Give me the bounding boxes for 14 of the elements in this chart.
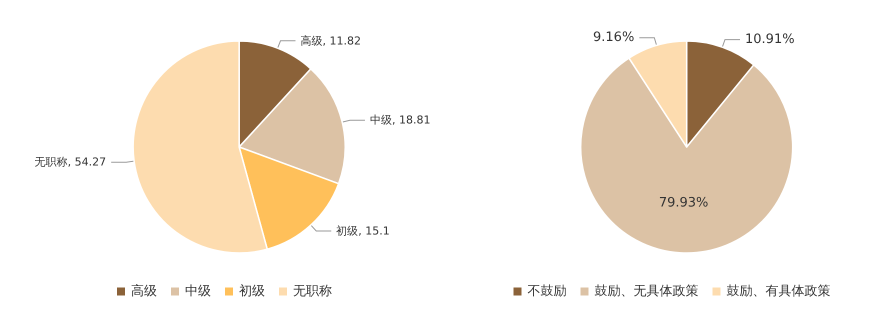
data-label: 9.16% [593,30,634,46]
legend-label: 高级 [131,283,157,299]
data-label: 初级, 15.1 [336,224,390,238]
data-label: 高级, 11.82 [300,34,361,48]
data-label: 中级, 18.81 [370,114,430,127]
legend-label: 鼓励、有具体政策 [726,284,830,299]
data-label: 无职称, 54.27 [34,156,106,169]
legend-label: 不鼓励 [528,284,566,299]
legend-label: 无职称 [293,284,332,299]
legend-label: 鼓励、无具体政策 [594,284,698,299]
legend-label: 初级 [239,284,265,299]
data-label: 79.93% [658,195,708,210]
legend-label: 中级 [185,284,211,299]
data-label: 10.91% [744,32,795,48]
